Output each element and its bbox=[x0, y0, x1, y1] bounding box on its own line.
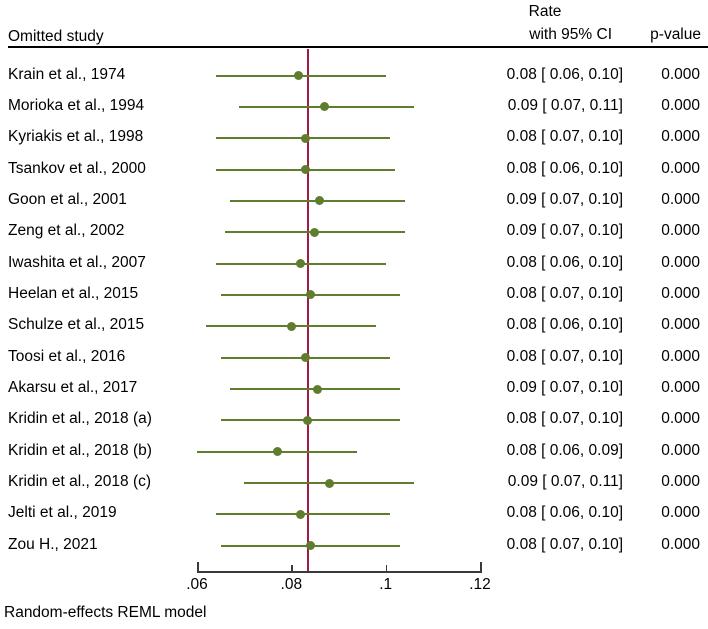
rate-ci-value: 0.08 [ 0.06, 0.10] bbox=[506, 253, 623, 271]
rate-ci-value: 0.09 [ 0.07, 0.11] bbox=[507, 96, 623, 114]
rate-ci-value: 0.08 [ 0.06, 0.10] bbox=[506, 159, 623, 177]
x-axis-tick-label: .12 bbox=[469, 576, 491, 593]
rate-ci-value: 0.08 [ 0.06, 0.10] bbox=[506, 316, 623, 334]
model-note: Random-effects REML model bbox=[4, 604, 207, 621]
column-header-pvalue: p-value bbox=[650, 26, 701, 43]
rate-ci-value: 0.08 [ 0.06, 0.10] bbox=[506, 504, 623, 522]
rate-ci-value: 0.09 [ 0.07, 0.10] bbox=[506, 379, 623, 396]
x-axis-tick-label: .08 bbox=[280, 576, 303, 593]
p-value: 0.000 bbox=[661, 316, 700, 334]
rate-ci-value: 0.09 [ 0.07, 0.11] bbox=[507, 473, 623, 491]
point-estimate-marker bbox=[293, 71, 303, 80]
column-header-rate: Rate bbox=[528, 3, 562, 20]
x-axis-tick bbox=[480, 562, 482, 571]
p-value: 0.000 bbox=[661, 504, 700, 522]
p-value: 0.000 bbox=[661, 347, 700, 365]
point-estimate-marker bbox=[286, 321, 296, 331]
point-estimate-marker bbox=[305, 541, 315, 551]
column-header-ci: with 95% CI bbox=[529, 26, 612, 43]
point-estimate-marker bbox=[272, 447, 282, 457]
point-estimate-marker bbox=[310, 227, 320, 237]
rate-ci-value: 0.08 [ 0.07, 0.10] bbox=[506, 128, 623, 146]
study-label: Morioka et al., 1994 bbox=[8, 96, 145, 114]
study-label: Toosi et al., 2016 bbox=[8, 347, 126, 365]
point-estimate-marker bbox=[300, 353, 310, 363]
rate-ci-value: 0.08 [ 0.06, 0.10] bbox=[506, 65, 623, 83]
point-estimate-marker bbox=[315, 196, 325, 206]
point-estimate-marker bbox=[319, 102, 329, 112]
p-value: 0.000 bbox=[661, 128, 700, 146]
study-label: Tsankov et al., 2000 bbox=[8, 159, 146, 177]
study-label: Iwashita et al., 2007 bbox=[8, 253, 146, 271]
rate-ci-value: 0.08 [ 0.07, 0.10] bbox=[506, 410, 623, 428]
x-axis-tick bbox=[197, 562, 199, 571]
header-divider bbox=[8, 46, 708, 48]
point-estimate-marker bbox=[305, 290, 315, 300]
study-label: Zou H., 2021 bbox=[8, 535, 98, 553]
study-label: Schulze et al., 2015 bbox=[8, 316, 145, 334]
p-value: 0.000 bbox=[661, 535, 700, 553]
reference-line-overall-estimate bbox=[307, 49, 309, 571]
rate-ci-value: 0.08 [ 0.07, 0.10] bbox=[506, 347, 623, 365]
study-label: Kyriakis et al., 1998 bbox=[8, 128, 144, 146]
p-value: 0.000 bbox=[661, 473, 700, 491]
point-estimate-marker bbox=[303, 415, 313, 425]
rate-ci-value: 0.08 [ 0.07, 0.10] bbox=[506, 535, 623, 553]
p-value: 0.000 bbox=[661, 284, 700, 302]
point-estimate-marker bbox=[300, 133, 310, 143]
study-label: Krain et al., 1974 bbox=[8, 65, 126, 83]
study-label: Kridin et al., 2018 (a) bbox=[8, 410, 152, 428]
rate-ci-value: 0.08 [ 0.06, 0.09] bbox=[506, 441, 623, 459]
study-label: Akarsu et al., 2017 bbox=[8, 379, 138, 396]
x-axis-tick-label: .06 bbox=[186, 576, 208, 593]
point-estimate-marker bbox=[312, 384, 322, 394]
study-label: Kridin et al., 2018 (b) bbox=[8, 441, 152, 459]
p-value: 0.000 bbox=[661, 410, 700, 428]
rate-ci-value: 0.09 [ 0.07, 0.10] bbox=[506, 190, 623, 208]
column-header-omitted-study: Omitted study bbox=[8, 28, 104, 45]
p-value: 0.000 bbox=[661, 253, 700, 271]
p-value: 0.000 bbox=[661, 190, 700, 208]
study-label: Heelan et al., 2015 bbox=[8, 284, 139, 302]
point-estimate-marker bbox=[324, 478, 334, 488]
point-estimate-marker bbox=[300, 165, 310, 175]
x-axis-tick bbox=[385, 565, 388, 571]
study-label: Kridin et al., 2018 (c) bbox=[8, 473, 152, 491]
study-label: Zeng et al., 2002 bbox=[8, 222, 125, 240]
x-axis-line bbox=[197, 571, 482, 573]
point-estimate-marker bbox=[296, 509, 306, 519]
p-value: 0.000 bbox=[661, 222, 700, 240]
p-value: 0.000 bbox=[661, 159, 700, 177]
point-estimate-marker bbox=[296, 259, 306, 269]
p-value: 0.000 bbox=[661, 65, 700, 83]
rate-ci-value: 0.08 [ 0.07, 0.10] bbox=[506, 284, 623, 302]
rate-ci-value: 0.09 [ 0.07, 0.10] bbox=[506, 222, 623, 240]
p-value: 0.000 bbox=[661, 379, 700, 396]
study-label: Goon et al., 2001 bbox=[8, 190, 127, 208]
study-label: Jelti et al., 2019 bbox=[8, 504, 117, 522]
p-value: 0.000 bbox=[661, 441, 700, 459]
x-axis-tick bbox=[291, 565, 293, 571]
p-value: 0.000 bbox=[661, 96, 700, 114]
x-axis-tick-label: .1 bbox=[379, 576, 393, 593]
